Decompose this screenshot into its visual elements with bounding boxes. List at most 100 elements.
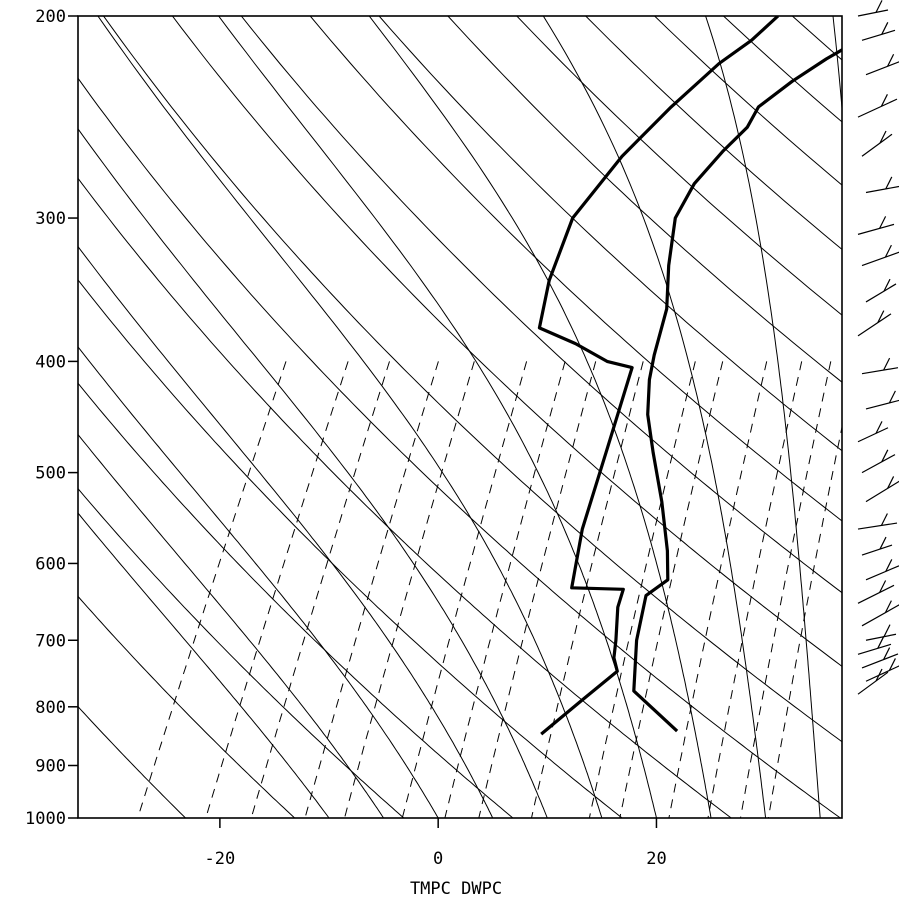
y-tick-label: 200 — [35, 7, 66, 27]
wind-barb — [865, 61, 899, 76]
wind-barb-flag — [888, 390, 896, 404]
moist-adiabat-line — [78, 346, 439, 818]
mixing-ratio-line — [304, 361, 439, 818]
mixing-ratio-line — [343, 361, 475, 818]
axes: 200 300 400 500 600 700 800 900 1000 -20 0 20 — [25, 7, 667, 869]
mixing-ratio-line — [530, 361, 644, 818]
plot-frame — [77, 15, 843, 819]
wind-barb — [861, 454, 896, 474]
wind-barb-flag — [884, 600, 892, 613]
wind-barb — [861, 604, 899, 627]
y-tick-label: 700 — [35, 631, 66, 651]
wind-barb-flag — [883, 357, 891, 371]
wind-barb — [861, 133, 893, 157]
wind-barb — [865, 283, 897, 303]
series-dwpc-line — [537, 16, 780, 736]
wind-barb-flag — [881, 449, 889, 463]
dry-adiabat-line — [309, 16, 842, 522]
dry-adiabat-line — [722, 16, 842, 123]
series-tmpc-line — [632, 48, 842, 733]
x-tick-label: 20 — [646, 849, 666, 869]
wind-barb — [857, 313, 892, 337]
y-tick-label: 500 — [35, 464, 66, 484]
mixing-ratio-line — [137, 361, 287, 818]
moist-adiabat-line — [832, 16, 842, 115]
dry-adiabat-line — [0, 0, 123, 866]
dry-adiabat-line — [706, 0, 899, 866]
mixing-ratio-line — [401, 361, 528, 818]
wind-barb-flag — [887, 476, 895, 489]
wind-barb — [857, 98, 898, 118]
dry-adiabat-line — [78, 279, 623, 818]
wind-barb-flag — [879, 130, 887, 144]
wind-barb-flag — [877, 636, 885, 649]
wind-barb — [861, 653, 899, 669]
wind-barb — [865, 399, 899, 410]
y-tick-label: 600 — [35, 554, 66, 574]
mixing-ratio-line — [588, 361, 696, 818]
y-tick-label: 900 — [35, 756, 66, 776]
dry-adiabat-line — [833, 0, 899, 866]
wind-barb — [865, 633, 897, 641]
wind-barb — [857, 9, 889, 17]
wind-barb — [865, 565, 899, 581]
wind-barb-flag — [875, 421, 883, 434]
wind-barb-flag — [883, 647, 891, 660]
mixing-ratio-line — [767, 424, 842, 818]
dry-adiabat-line — [0, 0, 10, 866]
wind-barb-flag — [875, 0, 883, 13]
wind-barb — [857, 427, 889, 443]
wind-barb — [857, 522, 898, 530]
dry-adiabat-line — [102, 16, 842, 743]
wind-barb-flag — [887, 54, 895, 67]
wind-barb-flag — [883, 624, 891, 637]
wind-barb-flag — [879, 216, 887, 229]
mixing-ratio-line — [619, 361, 724, 818]
wind-barb — [861, 367, 899, 375]
wind-barb — [861, 544, 893, 556]
wind-barb-flag — [879, 580, 887, 593]
x-tick-label: 0 — [433, 849, 443, 869]
wind-barb-flag — [885, 559, 893, 572]
wind-barb-flag — [885, 176, 893, 190]
wind-barb-flag — [879, 536, 887, 550]
wind-barb-panel — [857, 0, 899, 695]
dry-adiabat-line — [516, 16, 842, 316]
moist-adiabat-line — [78, 128, 548, 818]
dry-adiabat-line — [791, 16, 842, 61]
wind-barb-flag — [884, 244, 892, 258]
wind-barb — [857, 643, 892, 655]
wind-barb — [857, 584, 895, 604]
dry-adiabat-line — [171, 16, 842, 667]
x-axis-title: TMPC DWPC — [410, 879, 502, 899]
dry-adiabat-line — [447, 16, 842, 383]
dry-adiabat-line — [78, 705, 187, 818]
moist-adiabat-line — [368, 16, 712, 818]
wind-barb — [865, 185, 899, 194]
wind-barb — [857, 223, 895, 235]
wind-barb — [861, 251, 899, 267]
dry-adiabat-line — [240, 16, 842, 594]
mixing-ratio-line — [250, 361, 390, 818]
dry-adiabat-line — [78, 177, 733, 818]
mixing-ratio-line — [739, 361, 832, 818]
wind-barb — [861, 29, 896, 41]
wind-barb-flag — [875, 668, 883, 682]
dry-adiabat-line — [78, 382, 514, 818]
mixing-ratio-line — [707, 361, 803, 818]
moist-adiabat-line — [97, 16, 603, 818]
mixing-ratio-line — [478, 361, 597, 818]
wind-barb — [865, 665, 899, 682]
dry-adiabat-line — [378, 16, 842, 452]
dry-adiabat-line — [78, 595, 296, 818]
wind-barb-flag — [880, 513, 888, 526]
moist-adiabat-line — [217, 16, 657, 818]
background-grid — [0, 0, 899, 866]
moist-adiabat-line — [705, 16, 821, 818]
wind-barb-flag — [888, 658, 896, 671]
sounding-series — [537, 16, 842, 736]
wind-barb-flag — [880, 94, 888, 107]
mixing-ratio-line — [205, 361, 349, 818]
moist-adiabat-line — [78, 512, 330, 818]
